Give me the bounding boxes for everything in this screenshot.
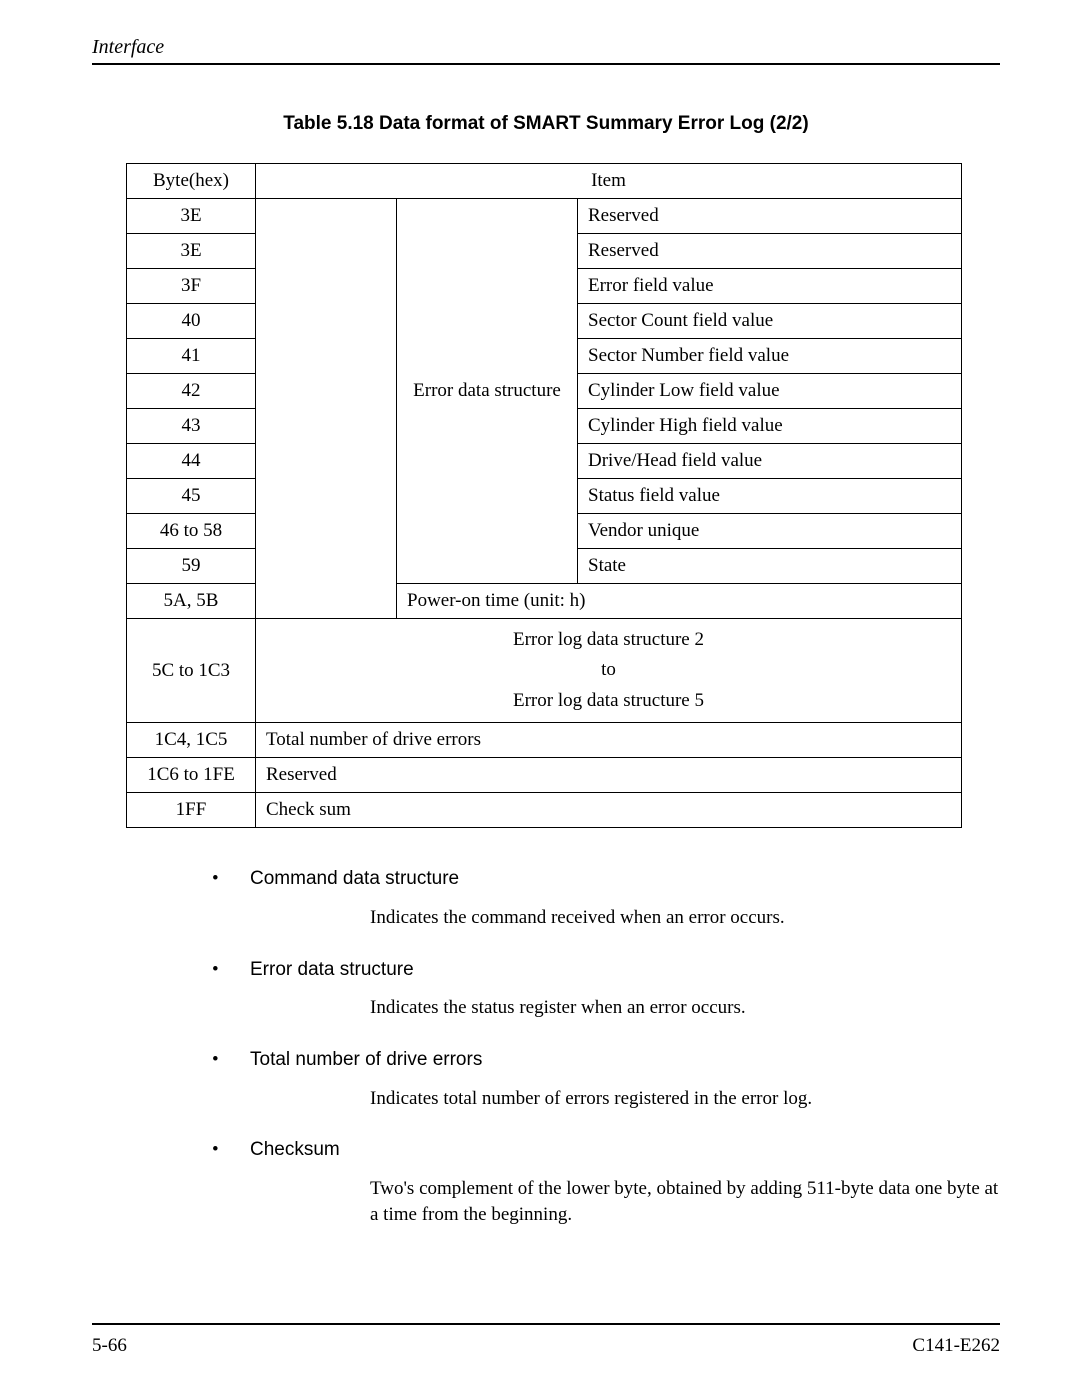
table-row: 1FF Check sum: [127, 793, 962, 828]
cell-item: Sector Count field value: [578, 304, 962, 339]
table-row: 1C6 to 1FE Reserved: [127, 758, 962, 793]
range-line: Error log data structure 5: [266, 686, 951, 716]
bullet-body: Indicates the command received when an e…: [370, 905, 1000, 931]
cell-byte: 41: [127, 339, 256, 374]
bullet-title: Error data structure: [250, 959, 414, 981]
cell-byte: 5A, 5B: [127, 584, 256, 619]
cell-item: State: [578, 549, 962, 584]
col-header-byte: Byte(hex): [127, 164, 256, 199]
bullet-dot-icon: •: [212, 1049, 250, 1072]
bullet-item: • Command data structure: [212, 868, 1000, 891]
page-number: 5-66: [92, 1335, 127, 1357]
table-row: 5C to 1C3 Error log data structure 2 to …: [127, 619, 962, 723]
doc-code: C141-E262: [912, 1335, 1000, 1357]
cell-byte: 1FF: [127, 793, 256, 828]
footer-row: 5-66 C141-E262: [92, 1335, 1000, 1357]
cell-item: Reserved: [256, 758, 962, 793]
cell-byte: 59: [127, 549, 256, 584]
footer-rule: [92, 1323, 1000, 1325]
bullet-item: • Total number of drive errors: [212, 1049, 1000, 1072]
cell-byte: 45: [127, 479, 256, 514]
header-rule: [92, 63, 1000, 65]
cell-item: Cylinder Low field value: [578, 374, 962, 409]
cell-byte: 44: [127, 444, 256, 479]
cell-range: Error log data structure 2 to Error log …: [256, 619, 962, 723]
cell-item: Status field value: [578, 479, 962, 514]
cell-byte: 5C to 1C3: [127, 619, 256, 723]
table-row: 5A, 5B Power-on time (unit: h): [127, 584, 962, 619]
cell-item: Error field value: [578, 269, 962, 304]
cell-byte: 3E: [127, 234, 256, 269]
bullet-title: Checksum: [250, 1139, 340, 1161]
cell-item: Reserved: [578, 199, 962, 234]
range-line: Error log data structure 2: [266, 625, 951, 655]
range-line: to: [266, 655, 951, 685]
bullet-body: Indicates the status register when an er…: [370, 995, 1000, 1021]
cell-byte: 3E: [127, 199, 256, 234]
bullet-title: Command data structure: [250, 868, 459, 890]
col-header-item: Item: [256, 164, 962, 199]
table-header-row: Byte(hex) Item: [127, 164, 962, 199]
table-row: 1C4, 1C5 Total number of drive errors: [127, 723, 962, 758]
page-footer: 5-66 C141-E262: [92, 1323, 1000, 1357]
cell-item: Power-on time (unit: h): [397, 584, 962, 619]
bullet-body: Indicates total number of errors registe…: [370, 1086, 1000, 1112]
bullet-item: • Checksum: [212, 1139, 1000, 1162]
cell-byte: 46 to 58: [127, 514, 256, 549]
bullet-dot-icon: •: [212, 1139, 250, 1162]
cell-byte: 1C6 to 1FE: [127, 758, 256, 793]
table-caption: Table 5.18 Data format of SMART Summary …: [92, 113, 1000, 135]
bullet-title: Total number of drive errors: [250, 1049, 482, 1071]
cell-byte: 42: [127, 374, 256, 409]
cell-item: Check sum: [256, 793, 962, 828]
bullet-list: • Command data structure Indicates the c…: [212, 868, 1000, 1227]
cell-byte: 1C4, 1C5: [127, 723, 256, 758]
cell-item: Total number of drive errors: [256, 723, 962, 758]
running-head: Interface: [92, 36, 1000, 59]
page: Interface Table 5.18 Data format of SMAR…: [0, 0, 1080, 1397]
cell-item: Drive/Head field value: [578, 444, 962, 479]
bullet-body: Two's complement of the lower byte, obta…: [370, 1176, 1000, 1227]
cell-item: Sector Number field value: [578, 339, 962, 374]
cell-byte: 3F: [127, 269, 256, 304]
smart-error-log-table: Byte(hex) Item 3E Error data structure R…: [126, 163, 962, 828]
cell-error-struct-label: Error data structure: [397, 199, 578, 584]
cell-blank-span: [256, 199, 397, 619]
bullet-dot-icon: •: [212, 959, 250, 982]
cell-item: Vendor unique: [578, 514, 962, 549]
cell-byte: 43: [127, 409, 256, 444]
cell-item: Reserved: [578, 234, 962, 269]
table-row: 3E Error data structure Reserved: [127, 199, 962, 234]
cell-item: Cylinder High field value: [578, 409, 962, 444]
bullet-item: • Error data structure: [212, 959, 1000, 982]
cell-byte: 40: [127, 304, 256, 339]
bullet-dot-icon: •: [212, 868, 250, 891]
